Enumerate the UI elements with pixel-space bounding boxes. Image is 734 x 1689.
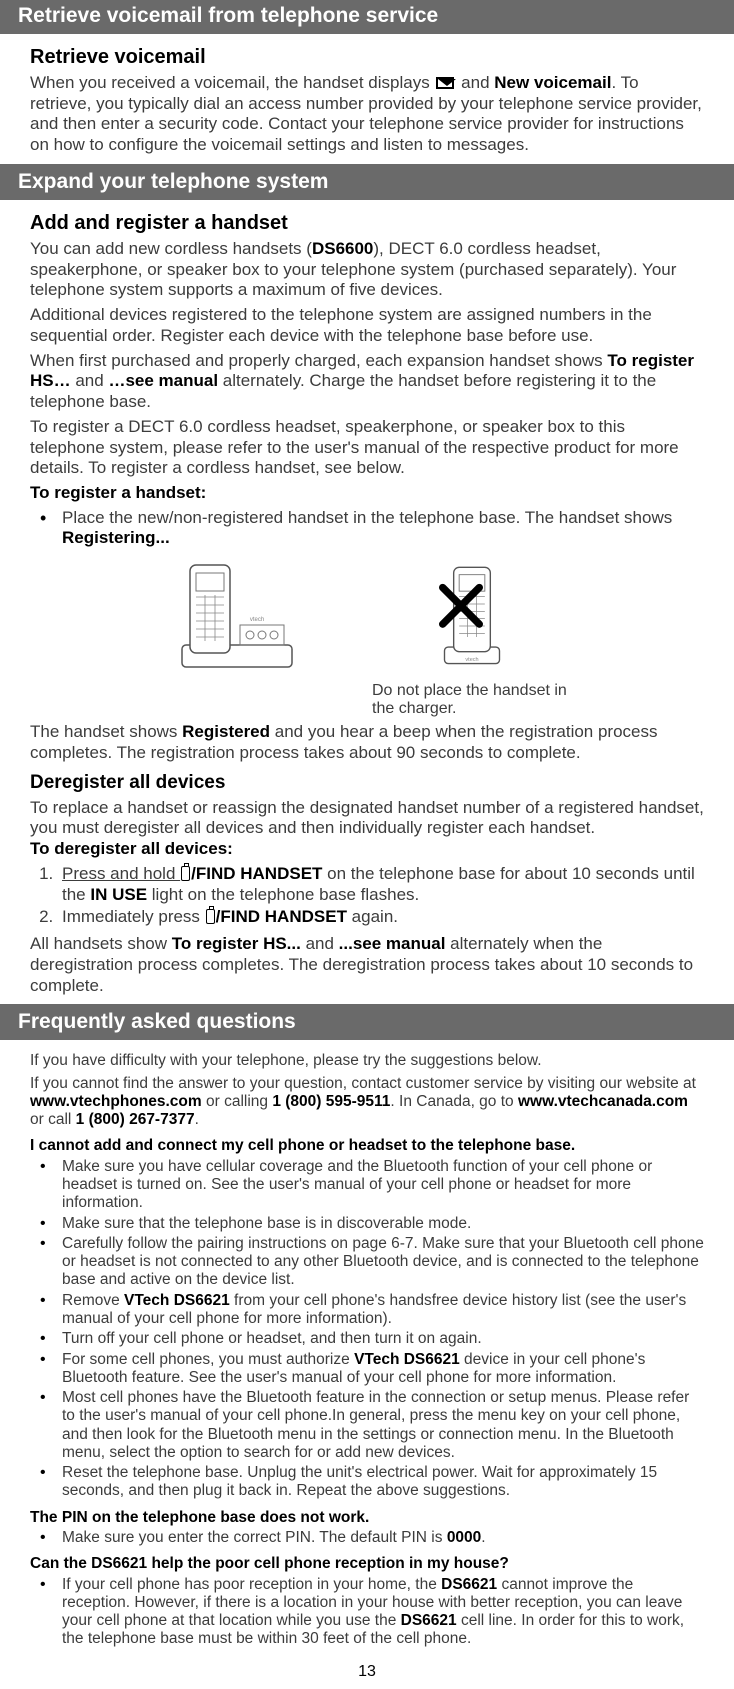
handset-icon	[181, 866, 190, 881]
list-item: For some cell phones, you must authorize…	[58, 1351, 704, 1388]
bold-text: To deregister all devices:	[30, 839, 233, 858]
text: again.	[347, 907, 398, 926]
text: You can add new cordless handsets (	[30, 239, 312, 258]
text: .	[481, 1529, 485, 1546]
text: or calling	[202, 1093, 273, 1110]
list-item: Press and hold /FIND HANDSET on the tele…	[58, 864, 704, 905]
subhead-retrieve-voicemail: Retrieve voicemail	[30, 46, 704, 69]
section-header-expand: Expand your telephone system	[0, 164, 734, 200]
handset-icon	[206, 909, 215, 924]
bold-text: IN USE	[90, 885, 147, 904]
bold-text: www.vtechcanada.com	[518, 1093, 688, 1110]
faq-q1: I cannot add and connect my cell phone o…	[30, 1137, 704, 1155]
text: When you received a voicemail, the hands…	[30, 73, 434, 92]
figure-row: vtech	[30, 555, 704, 718]
figure-base-correct: vtech	[162, 555, 312, 680]
text: The handset shows	[30, 722, 182, 741]
text: Place the new/non-registered handset in …	[62, 508, 672, 527]
faq-intro2: If you cannot find the answer to your qu…	[30, 1075, 704, 1130]
list-item: If your cell phone has poor reception in…	[58, 1576, 704, 1649]
figure-caption: Do not place the handset in the charger.	[372, 682, 572, 718]
para: When first purchased and properly charge…	[30, 351, 704, 413]
para: All handsets show To register HS... and …	[30, 934, 704, 996]
bold-text: /FIND HANDSET	[216, 907, 347, 926]
bold-text: …see manual	[108, 371, 218, 390]
section-header-voicemail: Retrieve voicemail from telephone servic…	[0, 0, 734, 34]
text: or call	[30, 1111, 76, 1128]
text: Immediately press	[62, 907, 205, 926]
faq-intro1: If you have difficulty with your telepho…	[30, 1052, 704, 1070]
list-item: Most cell phones have the Bluetooth feat…	[58, 1389, 704, 1462]
text: If you cannot find the answer to your qu…	[30, 1075, 696, 1092]
bold-text: To register HS...	[172, 934, 301, 953]
list-item: Immediately press /FIND HANDSET again.	[58, 907, 704, 928]
text: All handsets show	[30, 934, 172, 953]
bold-text: /FIND HANDSET	[191, 864, 322, 883]
bold-text: 0000	[447, 1529, 481, 1546]
bold-text: 1 (800) 267-7377	[76, 1111, 195, 1128]
list-item: Reset the telephone base. Unplug the uni…	[58, 1464, 704, 1501]
text: When first purchased and properly charge…	[30, 351, 607, 370]
list-item: Make sure you have cellular coverage and…	[58, 1158, 704, 1213]
list-item: Make sure you enter the correct PIN. The…	[58, 1529, 704, 1547]
text: Make sure you enter the correct PIN. The…	[62, 1529, 447, 1546]
text: and	[71, 371, 109, 390]
text: If your cell phone has poor reception in…	[62, 1576, 441, 1593]
bold-text: DS6600	[312, 239, 373, 258]
svg-text:vtech: vtech	[465, 657, 478, 663]
bold-text: DS6621	[441, 1576, 497, 1593]
voicemail-paragraph: When you received a voicemail, the hands…	[30, 73, 704, 156]
text: .	[195, 1111, 199, 1128]
list-item: Carefully follow the pairing instruction…	[58, 1235, 704, 1290]
bold-text: Registered	[182, 722, 270, 741]
envelope-icon	[436, 77, 454, 89]
para: You can add new cordless handsets (DS660…	[30, 239, 704, 301]
underline-text: Press and hold	[62, 864, 180, 883]
bold-text: ...see manual	[339, 934, 446, 953]
faq-q1-list: Make sure you have cellular coverage and…	[30, 1158, 704, 1501]
bold-text: 1 (800) 595-9511	[272, 1093, 390, 1110]
para: Additional devices registered to the tel…	[30, 305, 704, 346]
list-item: Turn off your cell phone or headset, and…	[58, 1330, 704, 1348]
text: . In Canada, go to	[390, 1093, 518, 1110]
page-number: 13	[0, 1663, 734, 1681]
para: The handset shows Registered and you hea…	[30, 722, 704, 763]
text: light on the telephone base flashes.	[147, 885, 419, 904]
figure-charger-wrong: vtech Do not place the handset in the ch…	[372, 555, 572, 718]
bold-text: To register a handset:	[30, 483, 206, 502]
para: To register a DECT 6.0 cordless headset,…	[30, 417, 704, 479]
faq-q3: Can the DS6621 help the poor cell phone …	[30, 1555, 704, 1573]
bold-text: Registering...	[62, 528, 170, 547]
text: To replace a handset or reassign the des…	[30, 798, 704, 838]
subhead-add-register: Add and register a handset	[30, 212, 704, 235]
list-item: Make sure that the telephone base is in …	[58, 1215, 704, 1233]
list-item: Place the new/non-registered handset in …	[58, 508, 704, 549]
phone-charger-icon: vtech	[417, 555, 527, 675]
phone-base-icon: vtech	[162, 555, 312, 675]
bold-text: DS6621	[401, 1612, 457, 1629]
list-item: Remove VTech DS6621 from your cell phone…	[58, 1292, 704, 1329]
faq-q2: The PIN on the telephone base does not w…	[30, 1509, 704, 1527]
para: To replace a handset or reassign the des…	[30, 798, 704, 860]
bold-text: www.vtechphones.com	[30, 1093, 202, 1110]
text: and	[301, 934, 339, 953]
bold-text: New voicemail	[494, 73, 611, 92]
text: and	[456, 73, 494, 92]
svg-text:vtech: vtech	[250, 617, 264, 623]
register-heading: To register a handset:	[30, 483, 704, 504]
section-header-faq: Frequently asked questions	[0, 1004, 734, 1040]
subhead-deregister: Deregister all devices	[30, 772, 704, 794]
